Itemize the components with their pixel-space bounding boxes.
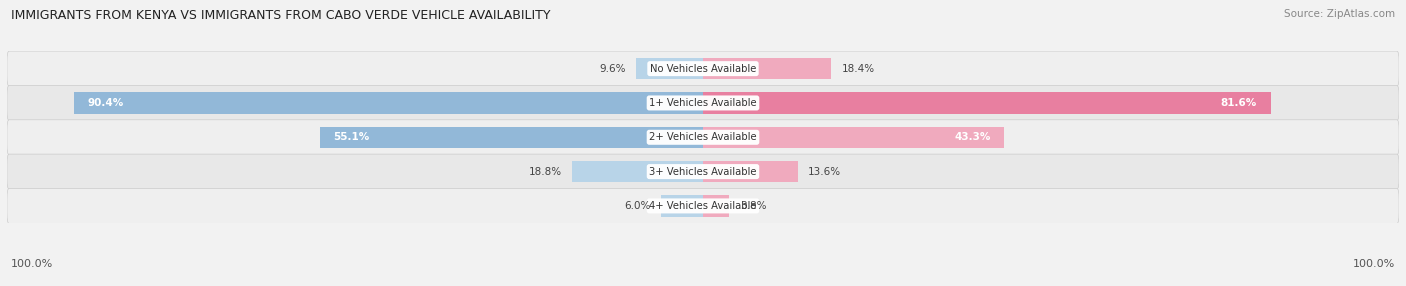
Text: 13.6%: 13.6% <box>808 167 841 176</box>
Bar <box>319 127 703 148</box>
Text: 81.6%: 81.6% <box>1220 98 1257 108</box>
Text: 18.8%: 18.8% <box>529 167 562 176</box>
Bar <box>703 92 1271 114</box>
Bar <box>75 92 703 114</box>
Text: 2+ Vehicles Available: 2+ Vehicles Available <box>650 132 756 142</box>
Text: 55.1%: 55.1% <box>333 132 370 142</box>
Bar <box>636 58 703 79</box>
Text: Source: ZipAtlas.com: Source: ZipAtlas.com <box>1284 9 1395 19</box>
Text: 4+ Vehicles Available: 4+ Vehicles Available <box>650 201 756 211</box>
Text: 9.6%: 9.6% <box>599 64 626 74</box>
Bar <box>703 161 797 182</box>
FancyBboxPatch shape <box>7 154 1399 189</box>
Text: 6.0%: 6.0% <box>624 201 651 211</box>
Text: 1+ Vehicles Available: 1+ Vehicles Available <box>650 98 756 108</box>
Text: 18.4%: 18.4% <box>842 64 875 74</box>
FancyBboxPatch shape <box>7 51 1399 86</box>
Text: No Vehicles Available: No Vehicles Available <box>650 64 756 74</box>
FancyBboxPatch shape <box>7 86 1399 120</box>
Text: 90.4%: 90.4% <box>87 98 124 108</box>
Bar <box>572 161 703 182</box>
Bar <box>703 195 730 217</box>
Bar <box>703 127 1004 148</box>
FancyBboxPatch shape <box>7 188 1399 223</box>
Text: 100.0%: 100.0% <box>11 259 53 269</box>
Bar <box>661 195 703 217</box>
Text: 3.8%: 3.8% <box>740 201 766 211</box>
Bar <box>703 58 831 79</box>
FancyBboxPatch shape <box>7 120 1399 155</box>
Text: 3+ Vehicles Available: 3+ Vehicles Available <box>650 167 756 176</box>
Text: 43.3%: 43.3% <box>955 132 990 142</box>
Text: IMMIGRANTS FROM KENYA VS IMMIGRANTS FROM CABO VERDE VEHICLE AVAILABILITY: IMMIGRANTS FROM KENYA VS IMMIGRANTS FROM… <box>11 9 551 21</box>
Text: 100.0%: 100.0% <box>1353 259 1395 269</box>
